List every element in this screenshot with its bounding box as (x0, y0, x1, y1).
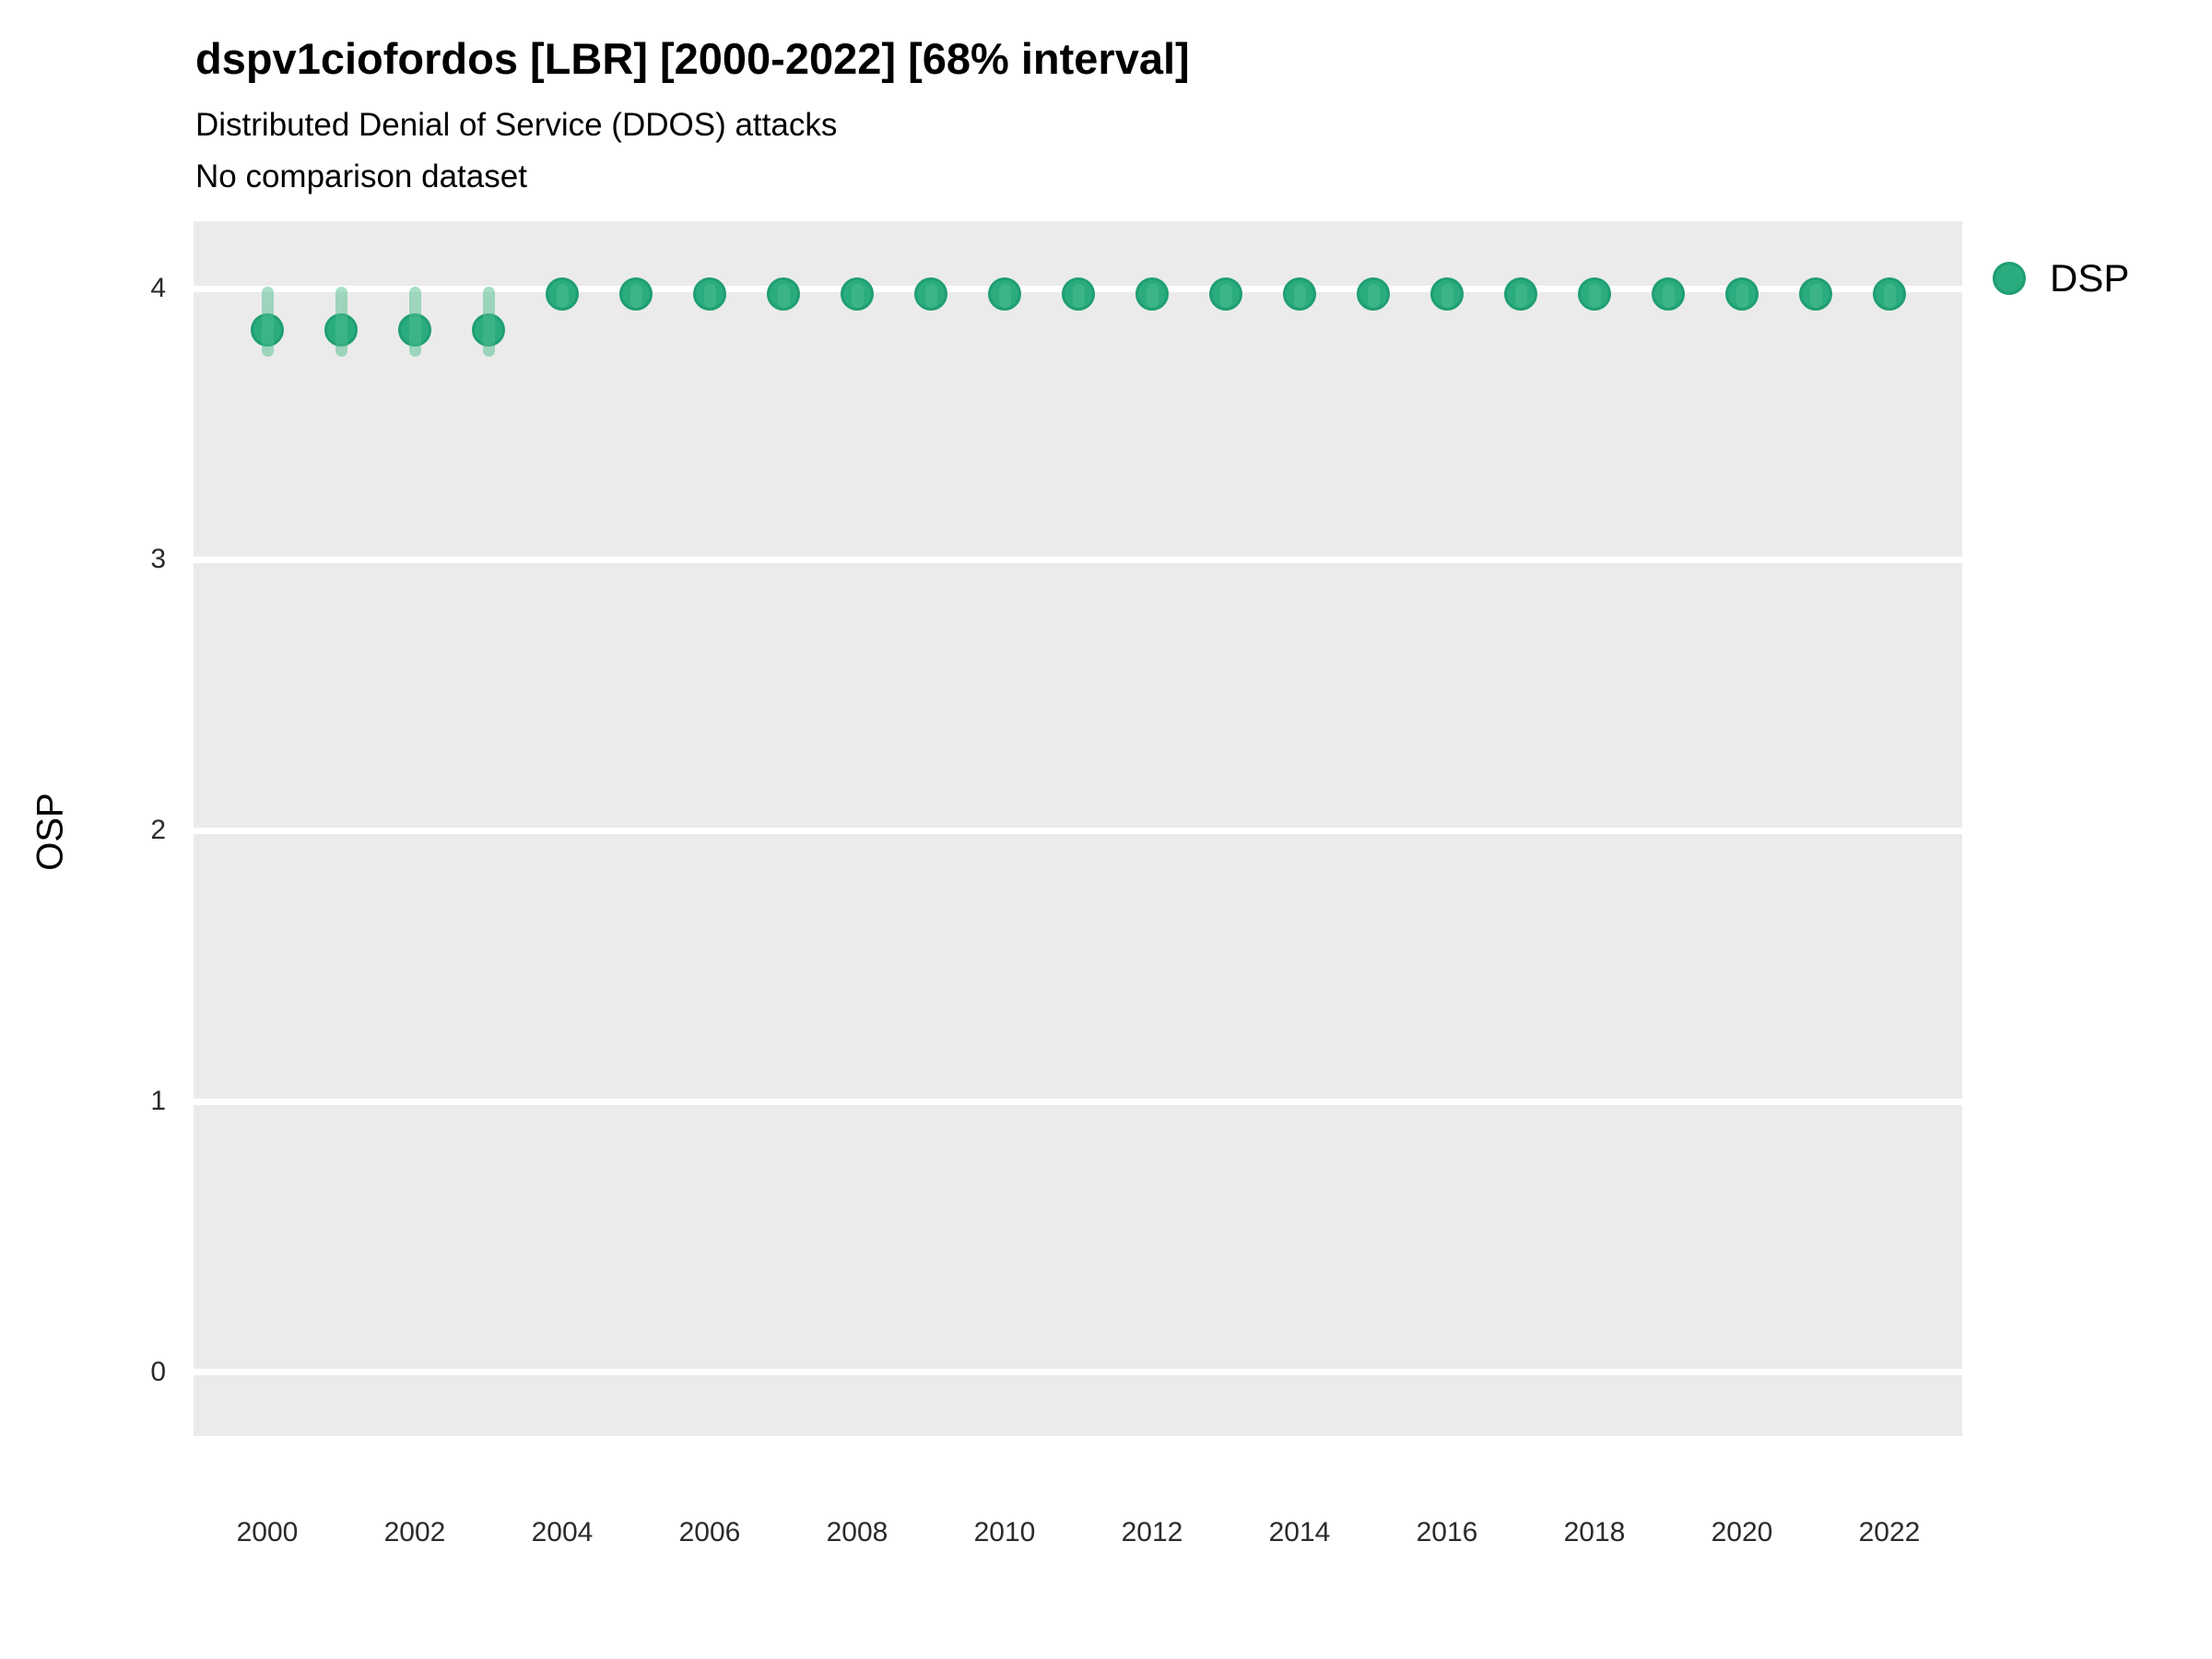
major-gridline-y3 (194, 556, 1962, 563)
major-gridline-y1 (194, 1098, 1962, 1105)
x-tick-label-2016: 2016 (1416, 1517, 1478, 1547)
interval-bar (1219, 283, 1232, 309)
x-tick-label-2000: 2000 (236, 1517, 299, 1547)
major-gridline-y0 (194, 1369, 1962, 1376)
y-tick-label-1: 1 (150, 1086, 166, 1117)
interval-bar (1809, 283, 1822, 309)
interval-bar (408, 286, 421, 357)
y-tick-label-2: 2 (150, 815, 166, 846)
y-tick-label-4: 4 (150, 273, 166, 304)
interval-bar (556, 283, 569, 309)
legend-point-icon (1993, 262, 2026, 295)
data-point (693, 277, 726, 312)
interval-bar (629, 283, 642, 309)
x-tick-label-2002: 2002 (383, 1517, 446, 1547)
x-tick-label-2010: 2010 (973, 1517, 1036, 1547)
x-tick-label-2004: 2004 (531, 1517, 594, 1547)
interval-bar (1146, 283, 1159, 309)
y-tick-label-3: 3 (150, 544, 166, 575)
interval-bar (1293, 283, 1306, 309)
plot-panel (194, 221, 1962, 1436)
interval-bar (1883, 283, 1896, 309)
x-tick-label-2022: 2022 (1858, 1517, 1921, 1547)
x-tick-label-2014: 2014 (1268, 1517, 1331, 1547)
x-tick-label-2018: 2018 (1563, 1517, 1626, 1547)
chart-subtitle: Distributed Denial of Service (DDOS) att… (195, 107, 838, 143)
interval-bar (777, 283, 790, 309)
y-tick-label-0: 0 (150, 1356, 166, 1387)
legend: DSP (1993, 256, 2129, 300)
interval-bar (261, 286, 274, 357)
major-gridline-y2 (194, 827, 1962, 834)
interval-bar (1735, 283, 1748, 309)
chart-title: dspv1ciofordos [LBR] [2000-2022] [68% in… (195, 34, 1190, 83)
comparison-dataset-note: No comparison dataset (195, 159, 527, 194)
interval-bar (1072, 283, 1085, 309)
interval-bar (998, 283, 1011, 309)
x-tick-label-2008: 2008 (826, 1517, 888, 1547)
interval-bar (1662, 283, 1675, 309)
data-point (1283, 277, 1316, 312)
x-tick-label-2006: 2006 (678, 1517, 741, 1547)
legend-label: DSP (2050, 256, 2130, 300)
x-tick-label-2012: 2012 (1121, 1517, 1183, 1547)
interval-bar (703, 283, 716, 309)
interval-bar (851, 283, 864, 309)
interval-bar (482, 286, 495, 357)
interval-bar (1367, 283, 1380, 309)
interval-bar (924, 283, 937, 309)
interval-bar (1514, 283, 1527, 309)
interval-bar (335, 286, 347, 357)
interval-bar (1441, 283, 1453, 309)
x-tick-label-2020: 2020 (1711, 1517, 1773, 1547)
interval-bar (1588, 283, 1601, 309)
